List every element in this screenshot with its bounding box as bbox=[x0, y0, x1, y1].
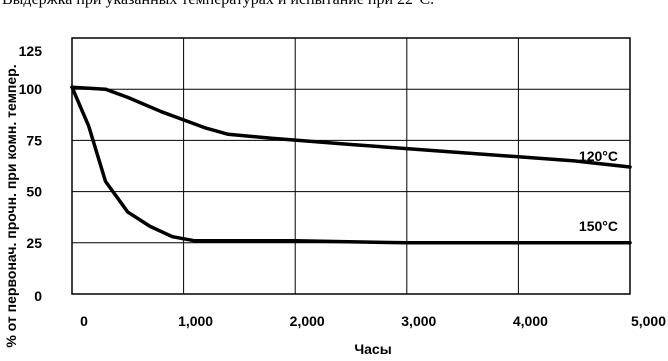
series-label: 150°C bbox=[579, 218, 618, 234]
x-tick-label: 5,000 bbox=[631, 313, 666, 329]
y-tick-label: 75 bbox=[26, 132, 42, 148]
x-tick-label: 0 bbox=[80, 313, 88, 329]
x-axis-title: Часы bbox=[354, 341, 391, 357]
x-tick-label: 4,000 bbox=[513, 313, 548, 329]
series-line bbox=[70, 85, 632, 245]
x-tick-label: 2,000 bbox=[290, 313, 325, 329]
series-label: 120°C bbox=[579, 148, 618, 164]
x-tick-label: 1,000 bbox=[178, 313, 213, 329]
y-tick-label: 125 bbox=[19, 43, 43, 59]
x-tick-label: 3,000 bbox=[401, 313, 436, 329]
y-tick-label: 100 bbox=[19, 81, 43, 97]
series-line bbox=[70, 85, 632, 169]
chart-caption: Выдержка при указанных температурах и ис… bbox=[2, 0, 434, 9]
y-tick-label: 25 bbox=[26, 235, 42, 251]
plot-frame bbox=[71, 37, 631, 295]
y-tick-label: 50 bbox=[26, 184, 42, 200]
y-tick-label: 0 bbox=[34, 288, 42, 304]
y-axis-title: % от первонач. прочн. при комн. темпер. bbox=[3, 64, 19, 347]
